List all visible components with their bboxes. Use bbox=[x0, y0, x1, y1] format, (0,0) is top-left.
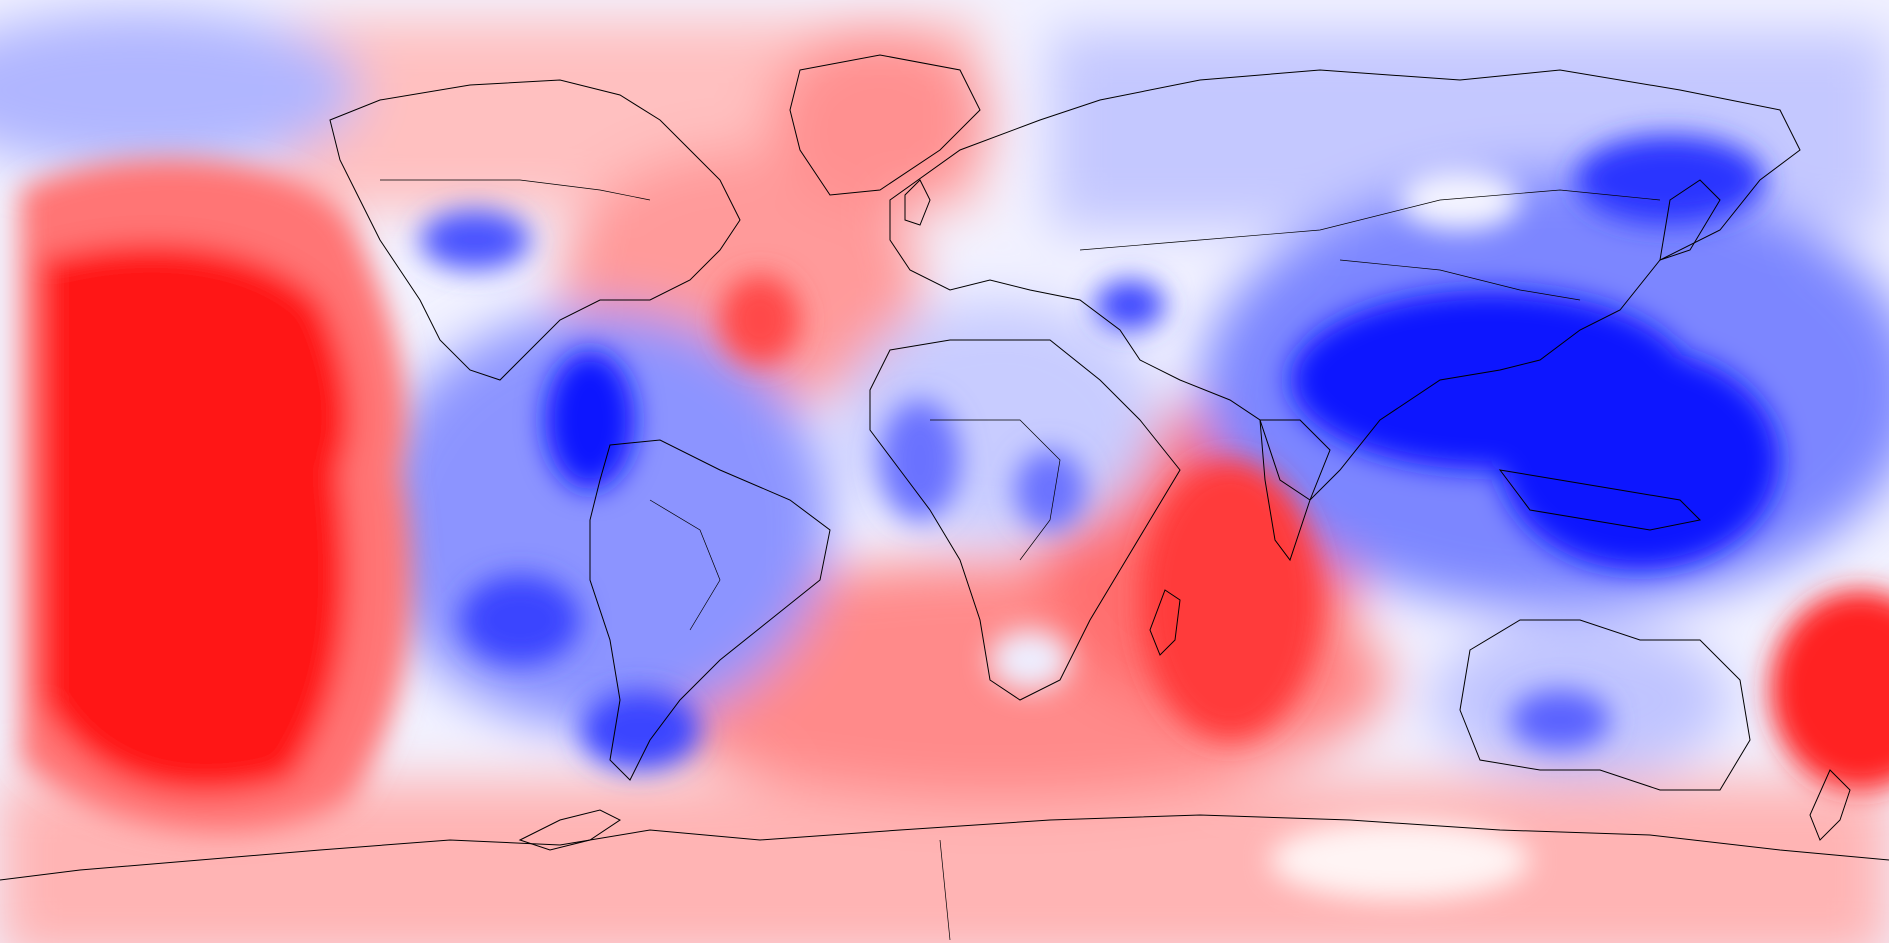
coastline-madagascar bbox=[1149, 589, 1181, 656]
cool-core-japan bbox=[1575, 135, 1765, 225]
cool-north-pacific-west bbox=[0, 10, 360, 170]
border-south-america bbox=[649, 499, 721, 631]
coastline-india bbox=[1259, 419, 1331, 562]
cool-core-west-us bbox=[420, 210, 530, 270]
cool-core-peru bbox=[545, 350, 635, 490]
cool-core-maritime bbox=[1500, 350, 1780, 570]
cool-core-west-africa bbox=[880, 400, 960, 520]
coastline-japan bbox=[1659, 179, 1721, 261]
border-russia-south bbox=[1079, 189, 1661, 251]
warm-atlantic-spot bbox=[720, 275, 800, 365]
cool-core-south-pacific bbox=[460, 575, 580, 665]
coastline-new-zealand bbox=[1809, 769, 1851, 841]
coastline-antarctic-peninsula bbox=[518, 809, 621, 851]
cool-core-australia bbox=[1510, 690, 1610, 750]
coastline-indonesia bbox=[1498, 469, 1702, 531]
neutral-patch-antarctic bbox=[1270, 820, 1530, 900]
warm-pacific-core bbox=[40, 243, 351, 794]
cool-core-middle-east bbox=[1095, 280, 1165, 330]
cool-core-central-africa bbox=[1015, 450, 1085, 530]
warm-east-edge bbox=[1770, 590, 1889, 790]
neutral-patch-mongolia bbox=[1400, 170, 1520, 230]
cool-core-patagonia bbox=[580, 690, 700, 770]
coastlines bbox=[0, 54, 1889, 881]
neutral-patch-south-africa bbox=[990, 630, 1070, 690]
coastline-antarctica bbox=[0, 814, 1889, 881]
border-antarctic-interior bbox=[939, 839, 951, 941]
anomaly-field bbox=[0, 10, 1889, 943]
coastline-africa bbox=[869, 339, 1181, 701]
warm-greenland bbox=[770, 30, 990, 210]
coastline-greenland bbox=[789, 54, 981, 196]
border-china bbox=[1339, 259, 1581, 301]
country-borders bbox=[380, 179, 1661, 941]
coastline-uk bbox=[904, 179, 931, 226]
coastline-australia bbox=[1459, 619, 1751, 791]
warm-indian-core bbox=[1140, 460, 1320, 740]
coastline-south-america bbox=[589, 439, 831, 781]
border-us-canada bbox=[380, 179, 651, 201]
border-africa-interior bbox=[930, 419, 1061, 561]
coastline-north-america bbox=[329, 79, 741, 381]
coastline-eurasia bbox=[889, 69, 1801, 501]
